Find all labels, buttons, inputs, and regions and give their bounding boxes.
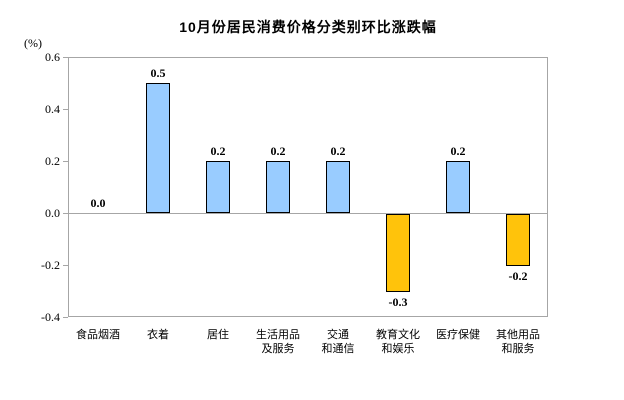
bar-value-label: -0.2 [508,269,528,283]
bar [506,214,530,266]
x-category-label: 居住 [178,328,258,342]
y-tick-mark [63,213,68,214]
y-tick-label: -0.4 [41,310,60,324]
y-tick-label: 0.2 [45,154,60,168]
x-category-label-line: 其他用品 [496,329,540,341]
x-category-label-line: 衣着 [147,329,169,341]
x-category-label: 生活用品 及服务 [238,328,318,356]
bar-value-label: -0.3 [388,295,408,309]
zero-gridline [69,213,547,214]
x-category-label-line: 和通信 [321,343,355,355]
chart-title: 10月份居民消费价格分类别环比涨跌幅 [179,19,437,35]
x-category-label: 教育文化 和娱乐 [358,328,438,356]
plot-area: 0.0 0.5 0.2 0.2 0.2 -0.3 0.2 -0.2 [68,57,548,317]
bar-value-label: 0.2 [330,144,346,158]
x-category-label: 衣着 [118,328,198,342]
x-category-label-line: 食品烟酒 [76,329,120,341]
y-axis-unit-label: (%) [24,36,42,50]
x-category-label-line: 和服务 [501,343,535,355]
bar-value-label: 0.5 [150,66,166,80]
bar [386,214,410,292]
y-tick-label: 0.4 [45,102,60,116]
x-category-label-line: 生活用品 [256,329,300,341]
x-category-label-line: 交通 [327,329,349,341]
x-category-label-line: 居住 [207,329,229,341]
y-tick-mark [63,265,68,266]
x-category-label-line: 教育文化 [376,329,420,341]
y-tick-label: -0.2 [41,258,60,272]
y-tick-mark [63,317,68,318]
y-tick-mark [63,57,68,58]
bar [326,161,350,213]
x-category-label-line: 及服务 [261,343,295,355]
bar [446,161,470,213]
y-tick-mark [63,161,68,162]
x-category-label-line: 医疗保健 [436,329,480,341]
x-category-label: 医疗保健 [418,328,498,342]
bar-value-label: 0.2 [210,144,226,158]
x-category-label: 食品烟酒 [58,328,138,342]
x-category-label: 其他用品 和服务 [478,328,558,356]
bar-value-label: 0.0 [90,196,106,210]
bar [266,161,290,213]
y-tick-label: 0.6 [45,50,60,64]
x-category-label-line: 和娱乐 [381,343,415,355]
x-category-label: 交通 和通信 [298,328,378,356]
bar [206,161,230,213]
bar-value-label: 0.2 [450,144,466,158]
bar [146,83,170,213]
y-tick-mark [63,109,68,110]
bar-value-label: 0.2 [270,144,286,158]
y-tick-label: 0.0 [45,206,60,220]
